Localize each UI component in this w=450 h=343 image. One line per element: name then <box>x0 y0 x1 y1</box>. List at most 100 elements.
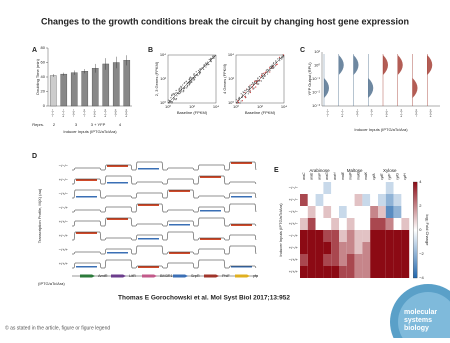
scatter-dot <box>189 81 192 83</box>
profile-fill <box>107 218 128 220</box>
profile-fill <box>169 224 190 226</box>
x-tick-label: 10⁴ <box>281 104 287 109</box>
title: Changes to the growth conditions break t… <box>41 16 409 26</box>
scatter-dot <box>273 66 275 68</box>
heatmap-cell <box>385 230 394 242</box>
scatter-dot <box>179 92 181 94</box>
colorbar-tick-label: 0 <box>419 227 422 232</box>
heatmap-cell <box>300 206 308 218</box>
scatter-dot <box>243 92 245 94</box>
citation: Thomas E Gorochowski et al. Mol Syst Bio… <box>118 295 290 302</box>
y-tick-label: 10⁻³ <box>312 103 321 108</box>
heatmap-cell <box>346 242 355 254</box>
heatmap-cell <box>401 242 410 254</box>
scatter-dot <box>257 79 259 81</box>
heatmap-cell <box>307 254 316 266</box>
heatmap-cell <box>401 218 410 230</box>
scatter-dot <box>199 72 201 75</box>
scatter-dot <box>169 101 172 103</box>
row-label: +/+/+ <box>289 269 299 274</box>
bar <box>81 71 89 107</box>
scatter-dot <box>238 101 240 104</box>
scatter-dot <box>257 77 259 79</box>
scatter-dot <box>249 87 251 89</box>
reps-value: 4 <box>119 122 122 127</box>
heatmap-cell <box>370 182 378 194</box>
heatmap-cell <box>339 206 347 218</box>
row-label: −/−/+ <box>59 205 69 210</box>
y-tick-label: 40 <box>41 74 46 79</box>
scatter-dot <box>255 80 258 83</box>
column-label: araG <box>325 172 329 180</box>
gene-arrow <box>173 274 188 278</box>
scatter-dot <box>168 99 171 102</box>
heatmap-cell <box>315 266 324 278</box>
scatter-dot <box>200 68 202 70</box>
scatter-dot <box>266 73 269 75</box>
gene-label: BM3R1 <box>160 274 173 278</box>
reps-value: 3 + YFP <box>91 122 106 127</box>
logo-text: molecular <box>404 309 437 316</box>
scatter-dot <box>178 89 180 91</box>
profile-fill <box>138 204 159 206</box>
scatter-dot <box>244 89 246 92</box>
heatmap-cell <box>401 182 410 194</box>
heatmap-cell <box>370 218 378 230</box>
scatter-dot <box>252 83 254 85</box>
scatter-dot <box>209 57 212 59</box>
scatter-dot <box>193 79 195 81</box>
scatter-dot <box>186 87 188 89</box>
scatter-dot <box>275 61 277 63</box>
heatmap-cell <box>362 218 371 230</box>
violin <box>353 55 359 75</box>
scatter-dot <box>171 101 173 103</box>
column-label: xylG <box>395 173 399 181</box>
profile-fill <box>138 238 159 240</box>
heatmap-cell <box>331 254 339 266</box>
heatmap-cell <box>307 206 316 218</box>
heatmap-cell <box>370 194 378 206</box>
heatmap-cell <box>385 194 394 206</box>
group-label: Xylose <box>383 168 397 173</box>
heatmap-cell <box>339 218 347 230</box>
y-axis-label: YFP Output (RPU) <box>307 62 312 96</box>
x-tick-label: −/−/+ <box>370 109 374 117</box>
scatter-dot <box>249 89 251 91</box>
scatter-dot <box>246 88 248 90</box>
heatmap-cell <box>331 182 339 194</box>
x-axis-label: Inducer Inputs (IPTG/aTc/Ara) <box>63 129 117 134</box>
heatmap-cell <box>354 230 363 242</box>
axis <box>321 52 440 107</box>
y-tick-label: 10⁻¹ <box>312 76 321 81</box>
heatmap-cell <box>362 206 371 218</box>
scatter-dot <box>271 64 273 66</box>
heatmap-cell <box>354 242 363 254</box>
scatter-dot <box>199 71 202 74</box>
scatter-dot <box>180 85 182 87</box>
heatmap-cell <box>378 266 386 278</box>
scatter-dot <box>167 99 170 101</box>
scatter-dot <box>274 65 277 67</box>
scatter-dot <box>248 86 250 88</box>
heatmap-cell <box>393 206 402 218</box>
scatter-dot <box>244 97 247 99</box>
scatter-dot <box>183 87 185 89</box>
scatter-dot <box>252 81 254 84</box>
y-tick-label: 10¹ <box>314 49 320 54</box>
reps-value: 3 <box>75 122 78 127</box>
scatter-dot <box>238 98 240 100</box>
scatter-dot <box>176 92 178 94</box>
scatter-dot <box>185 80 187 83</box>
scatter-dot <box>193 72 195 75</box>
heatmap-cell <box>331 242 339 254</box>
scatter-dot <box>260 80 262 82</box>
heatmap-cell <box>378 206 386 218</box>
profile-line <box>72 245 257 255</box>
heatmap-cell <box>354 254 363 266</box>
x-axis-label: Inducer Inputs (IPTG/aTc/Ara) <box>354 127 408 132</box>
heatmap-cell <box>370 242 378 254</box>
copyright: © as stated in the article, figure or fi… <box>5 324 110 331</box>
scatter-dot <box>173 94 175 96</box>
heatmap-cell <box>346 230 355 242</box>
row-label: −/+/+ <box>289 257 299 262</box>
